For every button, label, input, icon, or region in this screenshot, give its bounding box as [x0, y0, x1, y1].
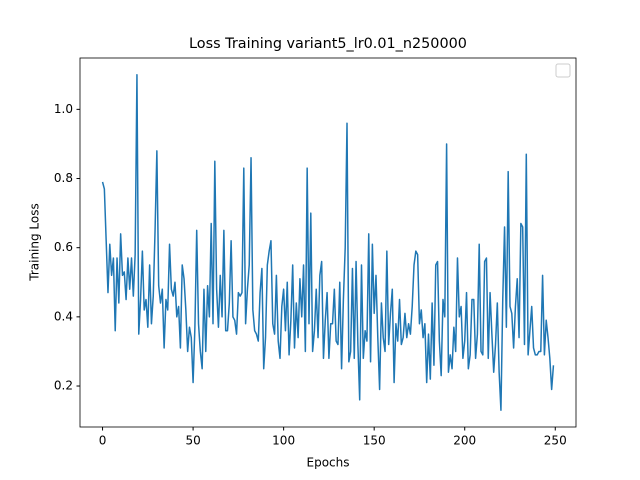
x-tick-label: 150 — [363, 434, 386, 448]
y-tick-label: 0.4 — [54, 309, 73, 323]
y-tick-label: 0.8 — [54, 171, 73, 185]
data-line — [101, 74, 555, 411]
x-axis-label: Epochs — [307, 456, 350, 470]
y-tick-label: 0.6 — [54, 240, 73, 254]
x-tick-label: 0 — [99, 434, 107, 448]
y-tick-label: 0.2 — [54, 379, 73, 393]
legend-box — [555, 63, 571, 78]
x-tick-label: 50 — [185, 434, 200, 448]
x-tick-label: 250 — [544, 434, 567, 448]
chart-title: Loss Training variant5_lr0.01_n250000 — [189, 36, 467, 52]
x-tick-label: 200 — [453, 434, 476, 448]
x-tick-label: 100 — [272, 434, 295, 448]
y-tick-label: 1.0 — [54, 102, 73, 116]
y-axis-label: Training Loss — [28, 203, 42, 281]
plot-frame — [79, 57, 577, 428]
